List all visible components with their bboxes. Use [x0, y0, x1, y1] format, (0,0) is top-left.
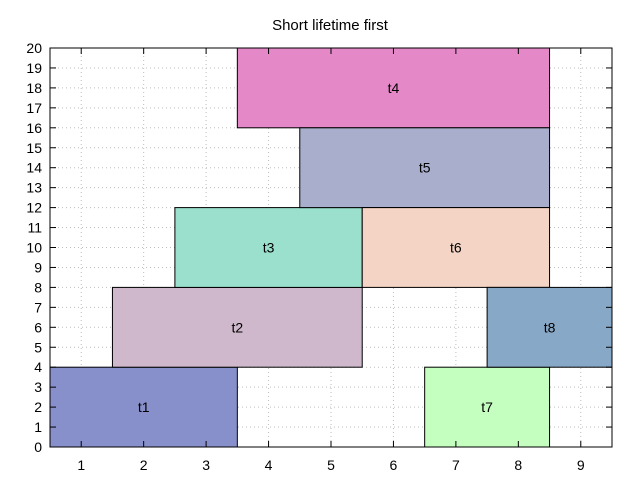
y-tick-label: 20	[26, 40, 42, 56]
y-tick-label: 12	[26, 200, 42, 216]
y-tick-label: 9	[34, 259, 42, 275]
x-tick-label: 1	[77, 457, 85, 473]
y-tick-label: 4	[34, 359, 42, 375]
block-t1	[49, 366, 238, 448]
block-layer	[49, 47, 613, 448]
block-label-t5: t5	[419, 160, 431, 176]
x-axis: 1 2 3 4 5 6 7 8 9	[77, 48, 585, 473]
block-label-t4: t4	[388, 80, 400, 96]
x-tick-label: 5	[327, 457, 335, 473]
block-t5	[299, 127, 551, 209]
x-tick-label: 2	[140, 457, 148, 473]
y-tick-label: 10	[26, 240, 42, 256]
y-tick-label: 7	[34, 299, 42, 315]
block-label-t7: t7	[481, 399, 493, 415]
block-label-t3: t3	[263, 240, 275, 256]
block-t7	[424, 366, 551, 448]
block-t4	[236, 47, 551, 129]
y-tick-label: 17	[26, 100, 42, 116]
block-t3	[174, 207, 363, 288]
x-tick-label: 3	[202, 457, 210, 473]
y-tick-label: 14	[26, 160, 42, 176]
block-t2	[111, 286, 363, 368]
y-tick-label: 1	[34, 419, 42, 435]
block-label-t8: t8	[544, 319, 556, 335]
x-tick-label: 7	[452, 457, 460, 473]
label-layer: t1 t2 t3 t4 t5 t6 t7 t8	[138, 80, 556, 415]
x-tick-label: 9	[577, 457, 585, 473]
y-tick-label: 18	[26, 80, 42, 96]
y-tick-label: 13	[26, 180, 42, 196]
block-label-t6: t6	[450, 240, 462, 256]
x-tick-label: 8	[514, 457, 522, 473]
y-tick-label: 3	[34, 379, 42, 395]
y-tick-label: 19	[26, 60, 42, 76]
y-tick-label: 15	[26, 140, 42, 156]
block-t6	[361, 207, 551, 288]
block-label-t2: t2	[231, 319, 243, 335]
x-tick-label: 4	[265, 457, 273, 473]
chart-title: Short lifetime first	[272, 17, 389, 34]
y-tick-label: 2	[34, 399, 42, 415]
y-tick-label: 11	[27, 220, 42, 236]
y-tick-label: 0	[34, 439, 42, 455]
y-tick-label: 16	[26, 120, 42, 136]
block-t8	[486, 286, 613, 368]
y-tick-label: 6	[34, 319, 42, 335]
y-tick-label: 5	[34, 339, 42, 355]
x-tick-label: 6	[390, 457, 398, 473]
block-label-t1: t1	[138, 399, 150, 415]
y-tick-label: 8	[34, 279, 42, 295]
